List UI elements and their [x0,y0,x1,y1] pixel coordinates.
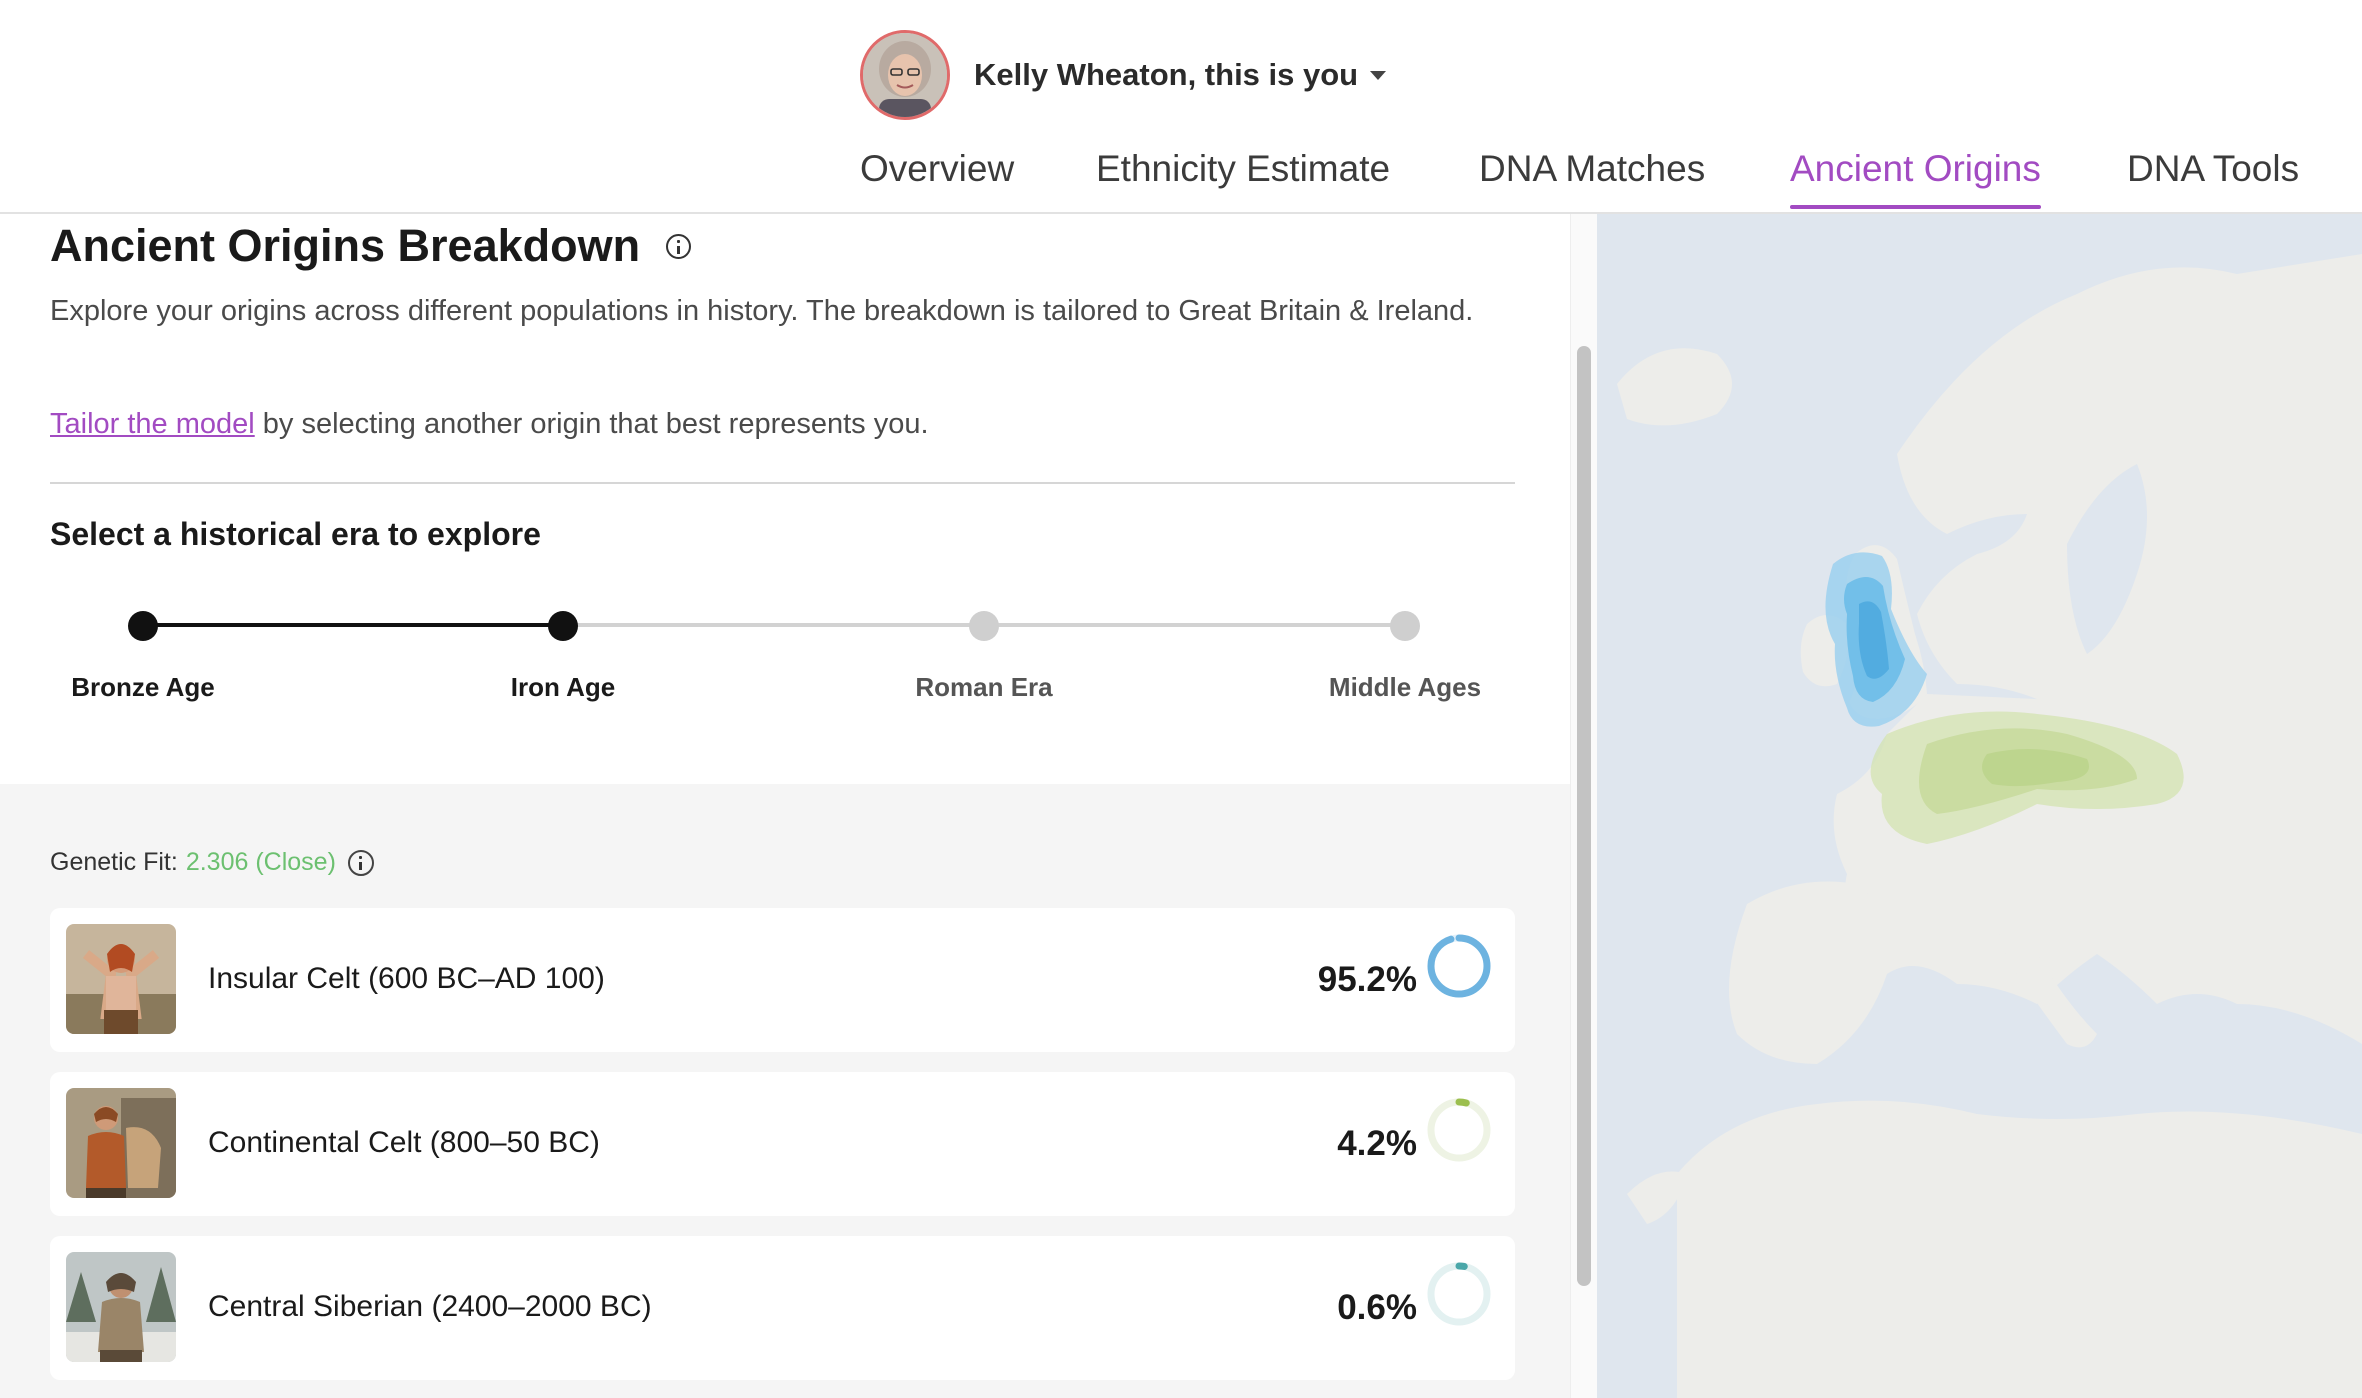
page-title: Ancient Origins Breakdown [50,220,692,272]
top-header: Kelly Wheaton, this is you Overview Ethn… [0,0,2362,214]
origin-percent: 4.2% [1337,1124,1417,1163]
scrollbar-thumb[interactable] [1577,346,1591,1286]
info-icon[interactable] [347,849,374,876]
user-name[interactable]: Kelly Wheaton, this is you [974,57,1359,92]
avatar[interactable] [860,30,950,120]
era-heading: Select a historical era to explore [50,516,541,552]
percent-ring [1427,934,1491,998]
breakdown-panel: Ancient Origins Breakdown Explore your o… [0,214,1570,1398]
main-tabs: Overview Ethnicity Estimate DNA Matches … [0,148,2362,212]
percent-ring [1427,1098,1491,1162]
era-dot-iron-age[interactable] [548,611,578,641]
percent-ring-track [1427,1098,1491,1162]
era-dot-middle-ages[interactable] [1390,611,1420,641]
divider [50,482,1515,484]
breakdown-description: Explore your origins across different po… [50,295,1474,327]
origins-map[interactable] [1597,214,2362,1398]
era-label-iron-age[interactable]: Iron Age [510,672,616,702]
origin-card-continental-celt[interactable]: Continental Celt (800–50 BC) 4.2% [50,1072,1515,1216]
origin-percent: 0.6% [1337,1288,1417,1327]
era-dot-roman-era[interactable] [969,611,999,641]
percent-ring [1427,1262,1491,1326]
user-selector[interactable]: Kelly Wheaton, this is you [860,30,1387,120]
percent-ring-arc [1427,1262,1491,1326]
origin-thumbnail [66,924,176,1034]
origin-thumbnail [66,1252,176,1362]
tailor-text: Tailor the model by selecting another or… [50,408,929,441]
europe-map-graphic [1597,214,2362,1398]
era-timeline: Bronze Age Iron Age Roman Era Middle Age… [0,604,1570,724]
origin-percent: 95.2% [1317,960,1417,999]
era-label-middle-ages[interactable]: Middle Ages [1328,672,1482,702]
origin-card-central-siberian[interactable]: Central Siberian (2400–2000 BC) 0.6% [50,1236,1515,1380]
genetic-fit-label: Genetic Fit: [50,848,178,876]
panel-scrollbar[interactable] [1570,214,1598,1398]
tab-ancient-origins[interactable]: Ancient Origins [1790,148,2041,209]
origin-card-insular-celt[interactable]: Insular Celt (600 BC–AD 100) 95.2% [50,908,1515,1052]
era-label-roman-era[interactable]: Roman Era [915,672,1053,702]
tab-dna-matches[interactable]: DNA Matches [1479,148,1706,189]
chevron-down-icon[interactable] [1370,70,1387,80]
origin-name: Continental Celt (800–50 BC) [208,1126,600,1159]
tab-overview[interactable]: Overview [860,148,1015,189]
percent-ring-arc [1427,1098,1491,1162]
tab-dna-tools[interactable]: DNA Tools [2127,148,2300,189]
tailor-model-link[interactable]: Tailor the model [50,408,255,440]
percent-ring-arc [1427,934,1491,998]
tab-ethnicity-estimate[interactable]: Ethnicity Estimate [1096,148,1391,189]
origin-name: Insular Celt (600 BC–AD 100) [208,962,605,995]
era-label-bronze-age[interactable]: Bronze Age [71,672,215,702]
era-dot-bronze-age[interactable] [128,611,158,641]
origin-thumbnail [66,1088,176,1198]
page-title-text: Ancient Origins Breakdown [50,220,641,271]
origin-name: Central Siberian (2400–2000 BC) [208,1290,652,1323]
info-icon[interactable] [666,233,692,259]
results-section: Genetic Fit: 2.306 (Close) Insular Celt … [0,784,1570,1398]
timeline-segment-bronze-iron [143,623,563,627]
genetic-fit-value: 2.306 (Close) [185,848,336,876]
percent-ring-track [1427,1262,1491,1326]
tailor-text-rest: by selecting another origin that best re… [254,408,929,440]
genetic-fit: Genetic Fit: 2.306 (Close) [50,848,374,877]
